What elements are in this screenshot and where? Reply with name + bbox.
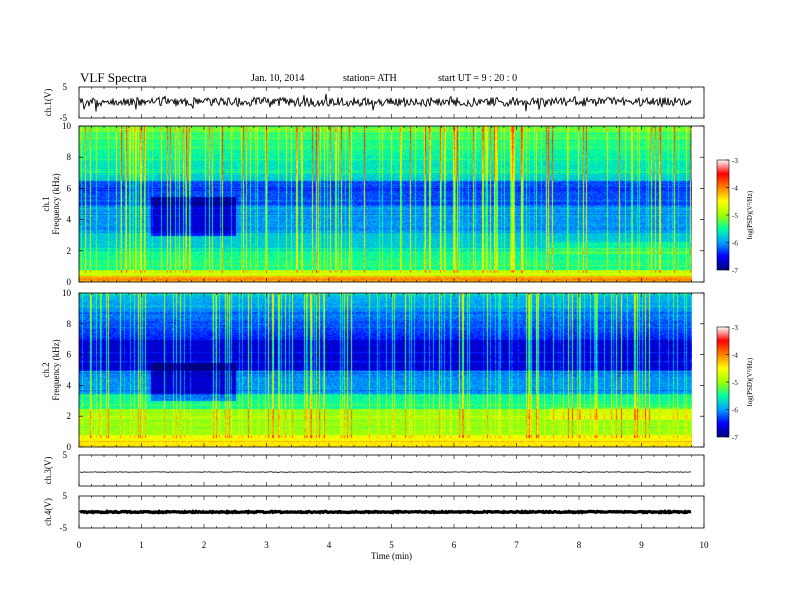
ch1-ytick-label-0: 5 <box>63 82 68 92</box>
x-tick-label-2: 2 <box>202 540 207 550</box>
date-label: Jan. 10, 2014 <box>251 73 305 84</box>
ch1-trace <box>79 93 692 112</box>
spec1-ylabel-line-1: Frequency (kHz) <box>51 173 61 234</box>
spec1-colorbar-tick-2: -5 <box>732 212 738 220</box>
spec2-ytick-label-0: 0 <box>67 442 72 452</box>
ch1-ytick-label-1: -5 <box>60 113 68 123</box>
x-tick-label-5: 5 <box>389 540 394 550</box>
spec1-ytick-label-3: 6 <box>67 183 72 193</box>
spec2-ytick-label-3: 6 <box>67 350 72 360</box>
spec2-colorbar-tick-0: -3 <box>732 324 738 332</box>
spec2-ytick-label-4: 8 <box>67 319 72 329</box>
ch1-ylabel: ch.1(V) <box>43 89 53 117</box>
ch4-trace <box>79 509 692 515</box>
spec1-ytick-label-1: 2 <box>67 246 72 256</box>
spec2-ytick-label-5: 10 <box>62 288 72 298</box>
spec2-colorbar-tick-3: -6 <box>732 407 738 415</box>
spec1-ylabel-line-0: ch.1 <box>41 196 51 211</box>
spec1-ytick-label-2: 4 <box>67 215 72 225</box>
spec1-ytick-label-4: 8 <box>67 152 72 162</box>
x-tick-label-4: 4 <box>327 540 332 550</box>
spec2-image <box>79 293 692 447</box>
spec2-colorbar-tick-4: -7 <box>732 434 738 442</box>
spec2-colorbar-tick-1: -4 <box>732 352 738 360</box>
spec2-colorbar-label: log(PSD)(V²/Hz) <box>746 357 754 406</box>
x-tick-label-0: 0 <box>77 540 82 550</box>
x-tick-label-6: 6 <box>452 540 457 550</box>
spec1-colorbar-tick-4: -7 <box>732 267 738 275</box>
x-tick-label-7: 7 <box>514 540 519 550</box>
ch4-ytick-label-0: 5 <box>63 491 68 501</box>
spec1-colorbar-label: log(PSD)(V²/Hz) <box>746 190 754 239</box>
x-tick-label-8: 8 <box>577 540 582 550</box>
ch3-ytick-label-0: 5 <box>63 450 68 460</box>
ch3-frame <box>78 454 705 487</box>
ch4-ylabel: ch.4(V) <box>43 498 53 526</box>
x-tick-label-10: 10 <box>700 540 710 550</box>
spec2-ylabel-line-1: Frequency (kHz) <box>51 339 61 400</box>
spec1-ytick-label-5: 10 <box>62 121 72 131</box>
ch3-ylabel: ch.3(V) <box>43 457 53 485</box>
spec2-ytick-label-2: 4 <box>67 380 72 390</box>
start-time-label: start UT = 9 : 20 : 0 <box>438 73 518 84</box>
spec1-colorbar-tick-0: -3 <box>732 157 738 165</box>
spec1-colorbar-tick-3: -6 <box>732 240 738 248</box>
x-axis-label: Time (min) <box>371 551 412 561</box>
figure-title: VLF Spectra <box>80 70 147 85</box>
x-tick-label-1: 1 <box>139 540 144 550</box>
spec2-colorbar-tick-2: -5 <box>732 379 738 387</box>
spec1-colorbar-tick-1: -4 <box>732 185 738 193</box>
station-label: station= ATH <box>343 73 397 84</box>
spec2-ytick-label-1: 2 <box>67 411 72 421</box>
ch4-ytick-label-1: -5 <box>60 523 68 533</box>
x-tick-label-3: 3 <box>264 540 269 550</box>
x-tick-label-9: 9 <box>639 540 644 550</box>
spec1-image <box>79 126 692 282</box>
ch3-trace <box>79 471 692 473</box>
spec1-ytick-label-0: 0 <box>67 277 72 287</box>
spec2-ylabel-line-0: ch.2 <box>41 362 51 377</box>
